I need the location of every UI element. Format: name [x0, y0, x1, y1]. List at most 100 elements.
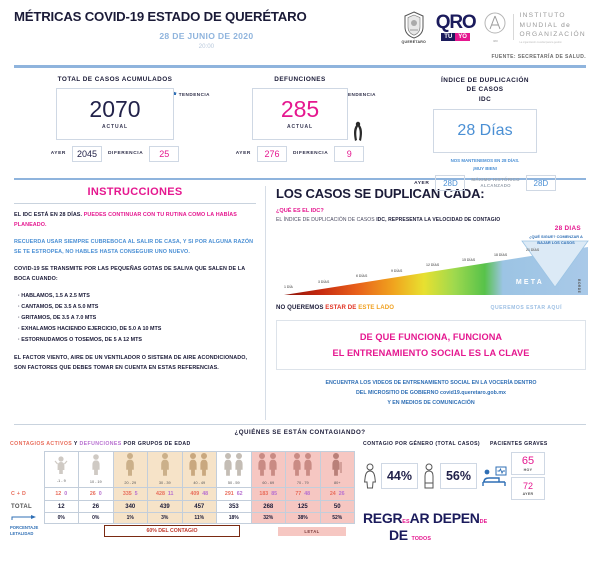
- imo-text-block: INSTITUTO MUNDIAL de ORGANIZACIÓN La org…: [519, 11, 586, 44]
- imo-fine-print: La organización mundial para la gestión: [519, 40, 562, 44]
- source-note: FUENTE: SECRETARÍA DE SALUD.: [491, 54, 586, 60]
- day-mark: 1 DÍA: [284, 285, 293, 289]
- qro-tu: TÚ: [441, 33, 456, 42]
- age-label: 70 - 79: [296, 481, 309, 485]
- age-label: 10 - 19: [89, 480, 102, 484]
- contagios-value: 77: [295, 491, 302, 497]
- qro-wordmark: QRO: [435, 11, 477, 33]
- imo-circle-a-icon: [484, 12, 506, 34]
- instructions-paragraph-3: COVID-19 SE TRANSMITE POR LAS PEQUEÑAS G…: [14, 266, 246, 282]
- idc-box: 28 Días: [433, 109, 537, 154]
- cell-total-3: 439: [147, 500, 183, 513]
- contagios-value: 428: [156, 491, 165, 497]
- scale-caption-right: QUEREMOS ESTAR AQUÍ: [490, 304, 562, 311]
- age-label: 20 - 29: [124, 481, 137, 485]
- person-pair-icon: [258, 453, 277, 476]
- idc-note-line2: ¡MUY BIEN!: [472, 165, 498, 171]
- table-row-lethality: 0% 0% 1% 3% 11% 18% 32% 38% 52%: [10, 512, 355, 524]
- instructions-heading: INSTRUCCIONES: [87, 186, 183, 198]
- age-cell-3: 30 - 39: [147, 451, 183, 488]
- contagios-value: 183: [259, 491, 269, 497]
- idc-title-line1: ÍNDICE DE DUPLICACIÓN: [441, 76, 529, 84]
- idc-def-b: IDC: [376, 217, 386, 223]
- cell-pct-2: 1%: [112, 512, 148, 524]
- cell-cd-6: 183 85: [250, 487, 286, 501]
- cell-pct-4: 11%: [181, 512, 217, 524]
- cell-total-7: 125: [285, 500, 321, 513]
- deaths-actual-label: ACTUAL: [287, 123, 313, 130]
- cases-yesterday-label: AYER: [50, 151, 66, 156]
- defunciones-value: 62: [236, 491, 243, 497]
- videos-footer: ENCUENTRA LOS VIDEOS DE ENTRENAMIENTO SO…: [276, 378, 586, 408]
- imo-line-1: INSTITUTO: [519, 12, 566, 20]
- imo-mark: IMO: [482, 12, 508, 43]
- cell-pct-8: 52%: [319, 512, 355, 524]
- idc-value: 28 Días: [457, 122, 513, 140]
- age-cell-4: 40 - 49: [181, 451, 217, 488]
- idc-title-line3: IDC: [478, 95, 492, 103]
- imo-line-2-main: MUNDIAL: [519, 21, 558, 29]
- cell-cd-7: 77 48: [285, 487, 321, 501]
- person-icon: [160, 453, 169, 476]
- idc-def-c: , REPRESENTA LA VELOCIDAD DE CONTAGIO: [385, 217, 501, 223]
- cell-cd-4: 409 48: [181, 487, 217, 501]
- instructions-paragraph-2: RECUERDA USAR SIEMPRE CUBREBOCA AL SALIR…: [14, 239, 254, 255]
- contagio-annotation: 60% DEL CONTAGIO: [104, 525, 240, 538]
- idc-yesterday-label: AYER: [414, 180, 430, 186]
- instructions-paragraph-4: EL FACTOR VIENTO, AIRE DE UN VENTILADOR …: [14, 355, 248, 372]
- cell-total-5: 353: [216, 500, 252, 513]
- header-left: MÉTRICAS COVID-19 ESTADO DE QUERÉTARO 28…: [14, 9, 399, 50]
- instr-p1-pink: PUEDES CONTINUAR CON TU RUTINA COMO LA H…: [14, 212, 237, 228]
- clave-banner: DE QUE FUNCIONA, FUNCIONA EL ENTRENAMIEN…: [276, 320, 586, 371]
- contagios-value: 24: [329, 491, 336, 497]
- caption-word-1: NO QUEREMOS: [276, 304, 324, 311]
- deaths-box: 285 ACTUAL: [252, 87, 348, 140]
- cell-total-0: 12: [43, 500, 79, 513]
- defunciones-value: 11: [167, 491, 174, 497]
- slogan-line-2: DE TODOS: [363, 527, 590, 544]
- day-mark: 12 DÍAS: [426, 263, 440, 267]
- caption-word-2: ESTAR DE: [325, 304, 357, 311]
- slogan-part-4: DE: [479, 519, 488, 525]
- age-table-title: CONTAGIOS ACTIVOS Y DEFUNCIONES POR GRUP…: [10, 441, 355, 447]
- lethality-row-label: PORCENTAJE LETALIDAD: [10, 525, 56, 537]
- day-mark: 6 DÍAS: [356, 274, 368, 278]
- bottom-divider: [14, 424, 586, 425]
- scale-caption-left: NO QUEREMOS ESTAR DE ESTE LADO: [276, 304, 394, 311]
- slogan-part-1: REGR: [363, 510, 403, 526]
- videos-footer-line-2: DEL MICROSITIO DE GOBIERNO covid19.quere…: [355, 390, 506, 397]
- idc-title: ÍNDICE DE DUPLICACIÓN DE CASOS IDC: [380, 76, 590, 105]
- header: MÉTRICAS COVID-19 ESTADO DE QUERÉTARO 28…: [0, 0, 600, 58]
- person-icon: [92, 454, 100, 475]
- age-group-panel: CONTAGIOS ACTIVOS Y DEFUNCIONES POR GRUP…: [10, 441, 355, 544]
- cell-pct-5: 18%: [216, 512, 252, 524]
- defunciones-value: 26: [338, 491, 345, 497]
- lethality-label-text: PORCENTAJE LETALIDAD: [10, 525, 39, 537]
- age-cell-8: 80+: [319, 451, 355, 488]
- slogan-line2-b: TODOS: [411, 536, 432, 542]
- videos-footer-line-3: Y EN MEDIOS DE COMUNICACIÓN: [387, 400, 475, 407]
- total-cases-title: TOTAL DE CASOS ACUMULADOS: [57, 75, 173, 83]
- idc-compare-row: AYER 28D MÁXIMO HISTÓRICO ALCANZADO 28D: [380, 175, 590, 192]
- deaths-trend-label: TENDENCIA: [344, 91, 376, 97]
- idc-definition: EL ÍNDICE DE DUPLICACIÓN DE CASOS IDC, R…: [276, 217, 586, 223]
- seal-caption: QUERÉTARO: [401, 40, 427, 44]
- day-mark: 18 DÍAS: [494, 253, 508, 257]
- gender-and-grave-panel: CONTAGIO POR GÉNERO (TOTAL CASOS) PACIEN…: [355, 441, 590, 544]
- idc-yesterday-value: 28D: [435, 175, 466, 192]
- list-item: EXHALAMOS HACIENDO EJERCICIO, DE 5.0 A 1…: [18, 324, 256, 335]
- title-rest: POR GRUPOS DE EDAD: [121, 441, 191, 447]
- row-label-pct-arrow: [10, 513, 44, 524]
- scale-caption-row: NO QUEREMOS ESTAR DE ESTE LADO QUEREMOS …: [276, 304, 586, 311]
- slogan-line2-a: DE: [389, 527, 412, 543]
- grave-today-label: HOY: [523, 467, 533, 472]
- row-label-total: TOTAL: [11, 503, 32, 510]
- cell-cd-3: 428 11: [147, 487, 183, 501]
- title-contagios: CONTAGIOS ACTIVOS: [10, 441, 73, 447]
- duplication-panel: LOS CASOS SE DUPLICAN CADA: ¿QUÉ ES EL I…: [266, 186, 589, 420]
- age-cell-5: 50 - 59: [216, 451, 252, 488]
- report-time: 20:00: [198, 43, 215, 50]
- idc-question: ¿QUÉ ES EL IDC?: [276, 208, 324, 214]
- imo-line-3: ORGANIZACIÓN: [519, 31, 586, 39]
